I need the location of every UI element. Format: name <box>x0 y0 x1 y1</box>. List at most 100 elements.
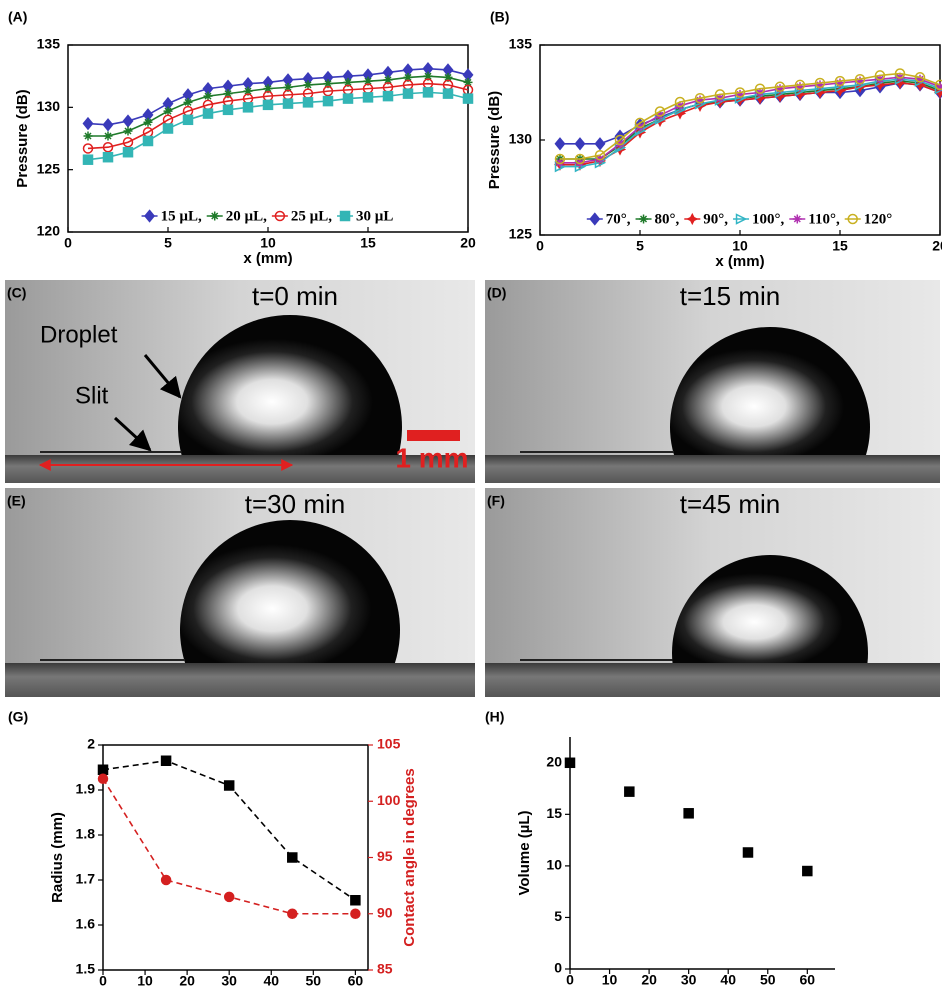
x-tick-label: 0 <box>536 238 544 254</box>
y-tick-label: 10 <box>546 857 562 873</box>
legend-item: 110°, <box>789 211 840 227</box>
marker <box>574 153 586 165</box>
marker <box>142 135 154 147</box>
legend-marker <box>686 212 699 226</box>
marker <box>795 82 805 92</box>
marker <box>594 137 606 151</box>
x-tick-label: 30 <box>221 973 237 989</box>
annotation: Slit <box>75 382 109 409</box>
marker <box>143 117 153 127</box>
y-axis-title: Pressure (dB) <box>486 91 503 189</box>
y2-tick-label: 95 <box>377 848 393 864</box>
x-axis-title: x (mm) <box>715 253 764 270</box>
x-tick-label: 50 <box>306 973 322 989</box>
droplet <box>672 555 868 663</box>
legend-marker <box>792 214 802 224</box>
marker <box>794 79 806 91</box>
legend-marker <box>589 212 601 226</box>
marker <box>403 72 413 82</box>
marker <box>463 77 473 87</box>
marker <box>714 89 726 100</box>
legend-item: 20 µL, <box>206 208 267 224</box>
x-tick-label: 60 <box>800 972 816 988</box>
marker <box>363 76 373 86</box>
marker <box>594 149 606 161</box>
marker <box>102 151 114 163</box>
legend-label: 15 µL, <box>161 208 202 224</box>
marker <box>262 99 274 111</box>
marker <box>123 126 133 136</box>
y-tick-label: 125 <box>37 160 61 176</box>
x-tick-label: 10 <box>602 972 618 988</box>
marker <box>242 102 254 113</box>
marker <box>442 88 454 99</box>
y-tick-label: 1.9 <box>76 781 96 797</box>
legend-label: 25 µL, <box>291 208 332 224</box>
marker <box>222 104 234 116</box>
marker <box>934 79 942 91</box>
y-tick-label: 1.6 <box>76 916 96 932</box>
legend-label: 120° <box>864 211 893 227</box>
marker <box>462 93 474 104</box>
legend-item: 100°, <box>733 211 785 227</box>
legend-label: 70°, <box>606 211 631 227</box>
marker <box>814 77 826 89</box>
marker <box>874 70 886 81</box>
legend-item: 25 µL, <box>271 208 332 224</box>
marker <box>102 118 114 132</box>
x-tick-label: 15 <box>360 235 376 251</box>
droplet <box>178 315 402 455</box>
panel-label: (H) <box>485 709 504 725</box>
x-tick-label: 60 <box>348 973 364 989</box>
series-line <box>560 82 941 166</box>
marker <box>282 98 294 109</box>
marker <box>775 84 785 94</box>
plot-frame <box>102 744 369 971</box>
y-tick-label: 130 <box>37 98 61 114</box>
marker <box>202 108 214 119</box>
droplet <box>179 520 400 663</box>
marker <box>554 153 566 165</box>
legend-label: 20 µL, <box>226 208 267 224</box>
x-tick-label: 15 <box>832 238 848 254</box>
y2-tick-label: 85 <box>377 961 393 977</box>
photo-ground <box>485 663 940 697</box>
legend-marker <box>639 214 649 224</box>
panel-label: (D) <box>487 285 506 301</box>
y2-tick-label: 105 <box>377 736 401 752</box>
marker <box>342 93 354 104</box>
x-tick-label: 30 <box>681 972 697 988</box>
marker <box>83 131 93 141</box>
marker <box>223 891 235 903</box>
marker <box>614 134 626 146</box>
x-tick-label: 0 <box>64 235 72 251</box>
marker <box>894 68 906 79</box>
marker <box>103 131 113 141</box>
marker <box>350 908 361 919</box>
y-axis-title: Radius (mm) <box>49 812 66 903</box>
marker <box>915 74 925 84</box>
marker <box>914 72 926 83</box>
marker <box>774 81 786 93</box>
marker <box>694 92 706 104</box>
marker <box>362 92 374 103</box>
scale-label: 1 mm <box>395 442 468 473</box>
panel-label: (F) <box>487 493 505 509</box>
y2-tick-label: 100 <box>377 792 401 808</box>
marker <box>160 874 172 886</box>
legend-label: 80°, <box>655 211 680 227</box>
photo-ground <box>5 663 475 697</box>
legend-item: 15 µL, <box>141 208 202 224</box>
marker <box>182 114 194 126</box>
y-tick-label: 120 <box>37 223 61 239</box>
series-line <box>87 82 469 150</box>
x-tick-label: 20 <box>460 235 476 251</box>
y-tick-label: 135 <box>37 36 61 52</box>
marker <box>382 90 394 102</box>
y-axis-title: Pressure (dB) <box>14 89 31 187</box>
droplet <box>669 326 870 455</box>
y-tick-label: 135 <box>509 36 533 52</box>
marker <box>203 91 213 101</box>
marker <box>243 86 253 96</box>
